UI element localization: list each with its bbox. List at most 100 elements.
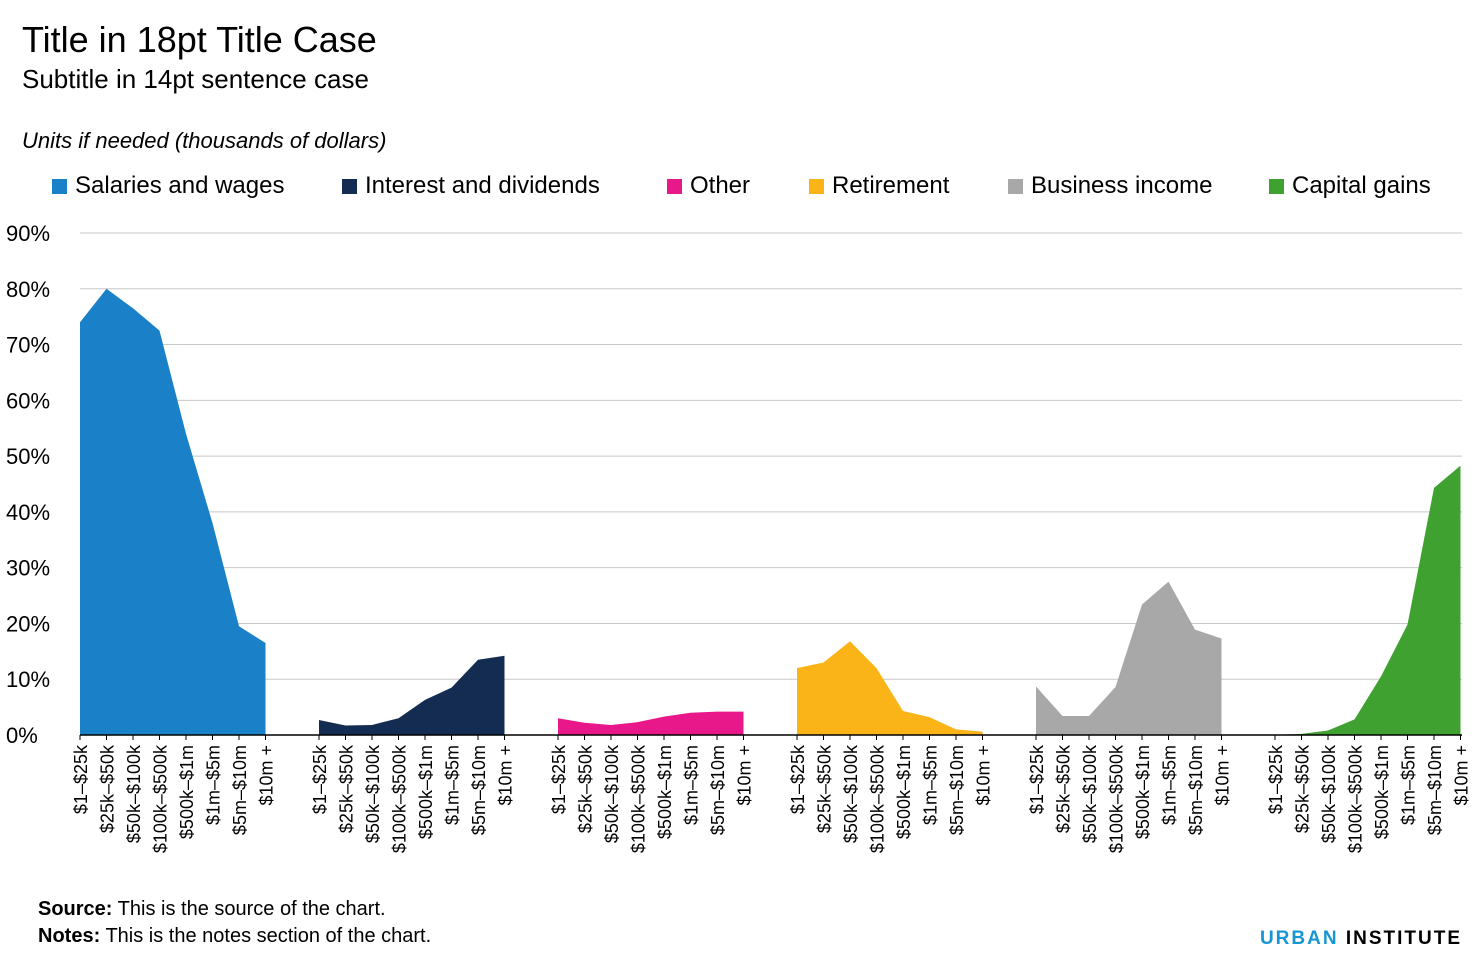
x-tick-label: $500k–$1m <box>177 745 197 839</box>
x-tick-label: $1–$25k <box>310 744 330 814</box>
x-tick-label: $500k–$1m <box>1372 745 1392 839</box>
x-tick-label: $500k–$1m <box>655 745 675 839</box>
legend-item: Capital gains <box>1269 170 1431 202</box>
legend-item: Business income <box>1008 170 1212 202</box>
legend-swatch <box>1269 178 1284 194</box>
gridlines <box>80 232 1462 680</box>
series-area <box>319 655 505 735</box>
x-tick-label: $25k–$50k <box>98 744 118 833</box>
x-tick-label: $25k–$50k <box>1293 744 1313 833</box>
series-area <box>1036 581 1222 735</box>
series-areas <box>80 288 1461 735</box>
legend-label: Business income <box>1031 172 1213 199</box>
series-area <box>558 711 744 735</box>
chart-subtitle: Subtitle in 14pt sentence case <box>22 64 369 94</box>
x-tick-label: $10m + <box>735 745 755 806</box>
source-text: This is the source of the chart. <box>117 898 386 920</box>
y-axis: 0% 10% 20% 30% 40% 50% 60% 70% 80% 90% <box>6 221 50 748</box>
legend-label: Salaries and wages <box>75 172 285 199</box>
x-tick-label: $50k–$100k <box>841 744 861 843</box>
x-tick-label: $1m–$5m <box>921 745 941 825</box>
legend-swatch <box>809 178 824 194</box>
y-tick-label: 0% <box>6 723 38 748</box>
x-tick-label: $100k–$500k <box>1107 744 1127 853</box>
x-tick-label: $500k–$1m <box>1133 745 1153 839</box>
legend-item: Interest and dividends <box>342 170 600 202</box>
x-tick-label: $25k–$50k <box>1054 744 1074 833</box>
x-tick-label: $10m + <box>1213 745 1233 806</box>
x-tick-label: $1m–$5m <box>204 745 224 825</box>
y-tick-label: 70% <box>6 333 50 358</box>
x-tick-label: $10m + <box>974 745 994 806</box>
y-tick-label: 90% <box>6 221 50 246</box>
series-area <box>1275 465 1461 735</box>
x-tick-label: $50k–$100k <box>1080 744 1100 843</box>
legend-label: Retirement <box>832 172 950 199</box>
x-tick-label: $1m–$5m <box>682 745 702 825</box>
x-tick-label: $1m–$5m <box>1160 745 1180 825</box>
x-tick-label: $1–$25k <box>1266 744 1286 814</box>
y-tick-label: 20% <box>6 611 50 636</box>
x-tick-label: $1m–$5m <box>1399 745 1419 825</box>
x-tick-label: $5m–$10m <box>1186 745 1206 835</box>
x-tick-label: $50k–$100k <box>363 744 383 843</box>
source-note: Source: This is the source of the chart. <box>38 896 386 922</box>
notes-note: Notes: This is the notes section of the … <box>38 923 431 949</box>
notes-label: Notes: <box>38 925 101 947</box>
legend-label: Capital gains <box>1292 172 1431 199</box>
x-tick-label: $5m–$10m <box>230 745 250 835</box>
x-tick-label: $50k–$100k <box>1319 744 1339 843</box>
y-tick-label: 60% <box>6 388 50 413</box>
legend-label: Other <box>690 172 751 199</box>
y-tick-label: 50% <box>6 444 50 469</box>
x-tick-label: $5m–$10m <box>469 745 489 835</box>
x-tick-label: $100k–$500k <box>151 744 171 853</box>
brand-urban: URBAN <box>1259 928 1339 949</box>
area-chart: 0% 10% 20% 30% 40% 50% 60% 70% 80% 90% $1–$25k $25… <box>6 221 1472 853</box>
legend-swatch <box>52 178 67 194</box>
legend-item: Salaries and wages <box>52 170 284 202</box>
legend-item: Other <box>667 170 750 202</box>
x-tick-label: $50k–$100k <box>124 744 144 843</box>
brand-institute: INSTITUTE <box>1345 928 1462 949</box>
y-tick-label: 10% <box>6 667 50 692</box>
x-tick-label: $500k–$1m <box>416 745 436 839</box>
x-axis: $1–$25k $25k–$50k $50k–$100k $100k–$500k $50… <box>71 734 1472 853</box>
x-tick-label: $25k–$50k <box>337 744 357 833</box>
x-tick-label: $50k–$100k <box>602 744 622 843</box>
x-tick-label: $100k–$500k <box>1346 744 1366 853</box>
x-tick-label: $10m + <box>257 745 277 806</box>
x-tick-label: $5m–$10m <box>708 745 728 835</box>
x-tick-label: $100k–$500k <box>629 744 649 853</box>
x-tick-label: $10m + <box>1452 745 1472 806</box>
urban-institute-logo: URBAN INSTITUTE <box>1260 926 1462 952</box>
units-label: Units if needed (thousands of dollars) <box>22 128 387 153</box>
legend-item: Retirement <box>809 170 949 202</box>
legend-label: Interest and dividends <box>365 172 600 199</box>
x-tick-label: $1–$25k <box>788 744 808 814</box>
series-area <box>797 641 983 735</box>
notes-text: This is the notes section of the chart. <box>105 925 432 947</box>
x-tick-label: $5m–$10m <box>947 745 967 835</box>
x-tick-label: $1–$25k <box>549 744 569 814</box>
y-tick-label: 30% <box>6 556 50 581</box>
x-tick-label: $1–$25k <box>71 744 91 814</box>
x-tick-label: $25k–$50k <box>576 744 596 833</box>
legend: Salaries and wages Interest and dividends… <box>52 170 1472 202</box>
chart-title: Title in 18pt Title Case <box>22 19 377 60</box>
source-label: Source: <box>38 898 113 920</box>
x-tick-label: $25k–$50k <box>815 744 835 833</box>
x-tick-label: $5m–$10m <box>1425 745 1445 835</box>
x-tick-label: $1–$25k <box>1027 744 1047 814</box>
legend-swatch <box>667 178 682 194</box>
x-tick-label: $100k–$500k <box>390 744 410 853</box>
x-tick-label: $100k–$500k <box>868 744 888 853</box>
x-tick-label: $10m + <box>496 745 516 806</box>
legend-swatch <box>342 178 357 194</box>
y-tick-label: 80% <box>6 277 50 302</box>
x-tick-label: $500k–$1m <box>894 745 914 839</box>
x-tick-label: $1m–$5m <box>443 745 463 825</box>
series-area <box>80 288 266 735</box>
y-tick-label: 40% <box>6 500 50 525</box>
legend-swatch <box>1008 178 1023 194</box>
